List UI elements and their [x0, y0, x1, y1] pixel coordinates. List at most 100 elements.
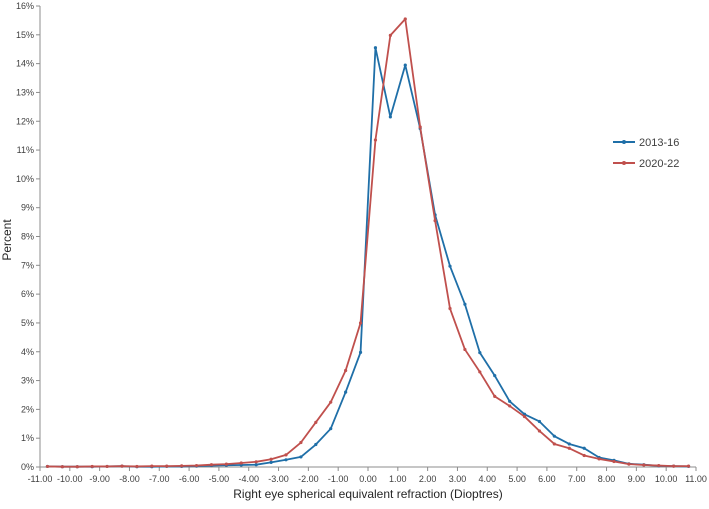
legend-label: 2020-22: [639, 158, 679, 170]
data-point: [418, 125, 422, 129]
data-point: [478, 370, 482, 374]
data-point: [537, 419, 542, 424]
data-point: [284, 453, 288, 457]
x-tick-label: 10.00: [655, 474, 678, 484]
x-tick-label: -7.00: [149, 474, 170, 484]
data-point: [567, 446, 571, 450]
data-point: [254, 460, 258, 464]
data-point: [373, 46, 378, 50]
x-tick-label: 8.00: [598, 474, 616, 484]
data-point: [388, 33, 392, 37]
y-tick-labels: 0% 1% 2% 3% 4% 5% 6% 7% 8% 9% 10% 11% 12% 13% 14% 15% 16…: [16, 1, 34, 472]
y-tick-label: 9%: [21, 203, 34, 213]
data-point: [448, 306, 452, 311]
x-tick-label: 7.00: [568, 474, 586, 484]
data-point: [522, 414, 527, 419]
data-point: [150, 464, 154, 468]
data-point: [627, 462, 631, 466]
series-layer: [45, 17, 691, 469]
y-tick-label: 15%: [16, 30, 34, 40]
x-tick-label: 3.00: [449, 474, 467, 484]
y-tick-label: 10%: [16, 174, 34, 184]
y-tick-label: 7%: [21, 260, 34, 270]
data-point: [672, 464, 676, 468]
data-point: [209, 463, 214, 467]
y-tick-label: 11%: [17, 145, 34, 155]
data-point: [403, 17, 407, 21]
data-point: [657, 463, 661, 468]
x-tick-label: -8.00: [119, 474, 140, 484]
data-point: [508, 399, 512, 403]
x-tick-label: 4.00: [479, 474, 497, 484]
data-point: [299, 440, 303, 445]
y-tick-label: 12%: [16, 116, 34, 126]
y-tick-label: 6%: [21, 289, 34, 299]
x-tick-label: -6.00: [179, 474, 200, 484]
data-point: [329, 400, 333, 404]
data-point: [75, 465, 79, 469]
data-point: [299, 455, 303, 459]
x-tick-label: -4.00: [238, 474, 259, 484]
data-point: [269, 460, 273, 464]
data-point: [180, 464, 184, 468]
y-tick-label: 16%: [16, 1, 34, 11]
data-point: [194, 463, 199, 468]
data-point: [165, 464, 169, 468]
legend-item-2020-22: 2020-22: [613, 158, 679, 170]
series-2013-16: [45, 46, 691, 469]
x-axis-title: Right eye spherical equivalent refractio…: [233, 487, 502, 501]
x-tick-label: -11.00: [28, 474, 53, 484]
data-point: [224, 462, 228, 466]
data-point: [45, 464, 50, 469]
data-point: [433, 219, 437, 223]
x-tick-label: 2.00: [419, 474, 437, 484]
data-point: [597, 457, 601, 461]
y-tick-label: 4%: [21, 347, 34, 357]
legend: 2013-16 2020-22: [613, 137, 679, 170]
data-point: [358, 350, 363, 354]
data-point: [120, 464, 124, 468]
data-point: [537, 429, 542, 433]
data-point: [388, 115, 392, 119]
x-tick-label: -5.00: [209, 474, 230, 484]
x-tick-label: -3.00: [268, 474, 289, 484]
y-tick-label: 1%: [21, 433, 34, 443]
data-point: [582, 446, 586, 450]
data-point: [463, 302, 467, 306]
data-point: [612, 459, 616, 464]
series-2020-22: [45, 17, 691, 469]
data-point: [403, 63, 407, 67]
x-tick-label: 11.00: [685, 474, 707, 484]
data-point: [254, 463, 258, 467]
x-tick-label: -1.00: [328, 474, 349, 484]
data-point: [508, 404, 512, 408]
y-tick-label: 2%: [21, 404, 34, 414]
x-tick-label: 0.00: [359, 474, 377, 484]
y-axis-title: Percent: [0, 219, 14, 261]
data-point: [642, 463, 646, 467]
legend-label: 2013-16: [639, 137, 679, 149]
legend-swatch-marker: [622, 161, 626, 165]
data-point: [448, 264, 452, 268]
y-tick-label: 13%: [16, 87, 34, 97]
data-point: [567, 442, 571, 446]
data-point: [358, 321, 363, 325]
y-tick-label: 0%: [21, 462, 34, 472]
x-tick-label: -10.00: [57, 474, 83, 484]
data-point: [344, 390, 348, 394]
data-point: [463, 347, 467, 352]
data-point: [329, 427, 333, 431]
data-point: [373, 138, 378, 142]
data-point: [284, 458, 288, 462]
data-point: [314, 442, 318, 447]
x-tick-label: 9.00: [628, 474, 646, 484]
data-point: [493, 394, 497, 399]
y-tick-label: 14%: [16, 59, 34, 69]
x-tick-labels: -11.00 -10.00 -9.00 -8.00 -7.00 -6.00 -5.00 -4.…: [28, 474, 707, 484]
data-point: [105, 464, 109, 469]
data-point: [552, 442, 556, 446]
data-point: [582, 453, 586, 458]
data-point: [90, 464, 94, 469]
